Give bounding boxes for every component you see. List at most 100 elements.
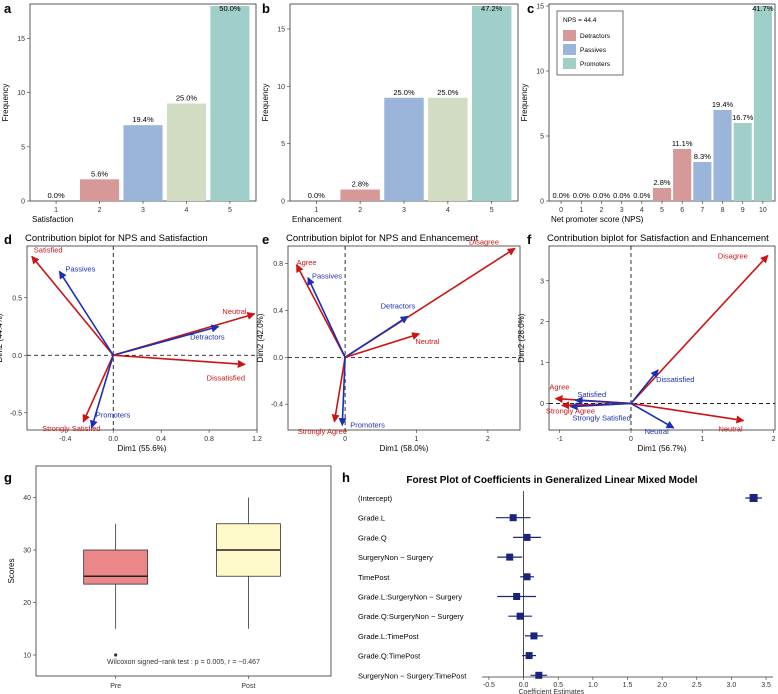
x-tick-label: 4 — [446, 207, 450, 214]
x-tick-label: 4 — [185, 207, 189, 214]
y-tick-label: 10 — [17, 90, 25, 97]
x-tick-label: 0.5 — [553, 682, 563, 689]
y-tick-label: 5 — [21, 144, 25, 151]
x-axis-title: Dim1 (56.7%) — [638, 444, 687, 453]
arrow-label: Detractors — [190, 333, 225, 342]
panel-letter-a: a — [4, 1, 12, 16]
loading-arrow — [630, 402, 675, 429]
panel-letter-h: h — [342, 470, 350, 485]
legend-label: Detractors — [580, 33, 611, 40]
data-label: 25.0% — [393, 88, 415, 97]
data-label: 0.0% — [308, 191, 325, 200]
biplot-nps-enhancement: Contribution biplot for NPS and Enhancem… — [256, 233, 521, 453]
loading-arrow — [307, 276, 346, 358]
data-label: 0.0% — [573, 191, 590, 200]
y-axis-title: Dim2 (42.0%) — [256, 313, 265, 362]
row-label: (Intercept) — [358, 494, 393, 503]
chart-title: Forest Plot of Coefficients in Generaliz… — [406, 475, 697, 486]
data-label: 2.8% — [653, 178, 670, 187]
y-axis-title: Frequency — [1, 84, 10, 122]
chart-title: Contribution biplot for NPS and Satisfac… — [25, 233, 208, 244]
row-label: Grade.Q — [358, 533, 387, 542]
arrow-label: Agree — [549, 383, 569, 392]
x-tick-label: 1.5 — [623, 682, 633, 689]
x-tick-label: 2.0 — [657, 682, 667, 689]
loading-arrow — [89, 355, 115, 429]
arrow-label: Disagree — [469, 237, 499, 246]
x-tick-label: 2 — [358, 207, 362, 214]
y-tick-label: 0.0 — [12, 353, 22, 360]
y-tick-label: 0.0 — [273, 355, 283, 362]
estimate-marker — [513, 593, 521, 600]
y-tick-label: 10 — [277, 84, 285, 91]
x-axis-title: Dim1 (58.0%) — [380, 444, 429, 453]
x-tick-label: Pre — [110, 683, 121, 690]
x-tick-label: 3 — [402, 207, 406, 214]
data-label: 0.0% — [553, 191, 570, 200]
y-tick-label: 10 — [23, 653, 31, 660]
arrow-label: Strongly Satisfied — [572, 414, 630, 423]
x-tick-label: 1.0 — [588, 682, 598, 689]
bar — [673, 149, 692, 201]
row-label: SurgeryNon − Surgery:TimePost — [358, 671, 467, 680]
data-label: 11.1% — [672, 139, 693, 148]
legend-title: NPS = 44.4 — [563, 17, 597, 24]
panel-letter-g: g — [4, 470, 12, 485]
boxplot-scores: 10 20 30 40 Pre Post Scores Wilcoxon signed−ran… — [7, 465, 332, 690]
y-tick-label: 5 — [281, 141, 285, 148]
arrow-label: Promoters — [96, 411, 131, 420]
data-label: 25.0% — [437, 88, 459, 97]
x-axis-title: Coefficient Estimates — [518, 689, 584, 694]
plot-frame — [548, 245, 776, 431]
arrow-label: Agree — [297, 258, 317, 267]
bar — [693, 162, 712, 201]
y-tick-label: 15 — [536, 4, 544, 11]
x-tick-label: 0.0 — [108, 436, 118, 443]
y-tick-label: -0.5 — [10, 410, 22, 417]
x-tick-label: 3 — [620, 207, 624, 214]
x-axis-title: Dim1 (55.6%) — [118, 444, 167, 453]
x-tick-label: 0 — [629, 436, 633, 443]
data-label: 0.0% — [593, 191, 610, 200]
y-axis-title: Frequency — [261, 84, 270, 122]
loading-arrow — [344, 332, 421, 359]
y-tick-label: 10 — [536, 69, 544, 76]
arrow-label: Satisfied — [577, 390, 606, 399]
estimate-marker — [509, 514, 517, 522]
loading-arrow — [295, 264, 346, 358]
x-tick-label: 1.2 — [252, 436, 262, 443]
x-tick-label: 2.5 — [692, 682, 702, 689]
loading-arrow — [113, 354, 246, 368]
x-tick-label: 2 — [98, 207, 102, 214]
row-label: Grade.L:SurgeryNon − Surgery — [358, 593, 462, 602]
estimate-marker — [506, 553, 514, 561]
y-tick-label: 0.4 — [273, 308, 283, 315]
x-axis-title: Net promoter score (NPS) — [551, 215, 644, 224]
bar — [166, 103, 207, 201]
bar — [384, 97, 424, 201]
data-label: 16.7% — [732, 113, 754, 122]
x-axis-title: Satisfaction — [32, 215, 73, 224]
bar — [210, 6, 250, 201]
bar — [123, 125, 163, 201]
estimate-marker — [523, 573, 531, 581]
arrow-label: Neutral — [645, 427, 670, 436]
x-tick-label: 5 — [228, 207, 232, 214]
data-label: 0.0% — [613, 191, 630, 200]
arrow-label: Dissatisfied — [207, 373, 245, 382]
bar-chart-satisfaction: 0 5 10 15 1 0.0% 2 5.6% 3 19.4% 4 25.0% 5 50.0% Satisf… — [1, 3, 257, 224]
x-tick-label: 1 — [415, 436, 419, 443]
x-tick-label: 3 — [141, 207, 145, 214]
arrow-label: Satisfied — [34, 245, 63, 254]
x-tick-label: 8 — [721, 207, 725, 214]
x-tick-label: 2 — [486, 436, 490, 443]
y-tick-label: 15 — [277, 26, 285, 33]
estimate-marker — [525, 652, 533, 660]
data-label: 19.4% — [712, 100, 734, 109]
bar-chart-enhancement: 0 5 10 15 1 0.0% 2 2.8% 3 25.0% 4 25.0% 5 47.2% Enhanc… — [261, 3, 519, 224]
y-tick-label: 0.5 — [12, 295, 22, 302]
x-tick-label: 9 — [741, 207, 745, 214]
loading-arrow — [31, 255, 114, 356]
bar — [753, 6, 772, 201]
loading-arrow — [569, 402, 632, 411]
